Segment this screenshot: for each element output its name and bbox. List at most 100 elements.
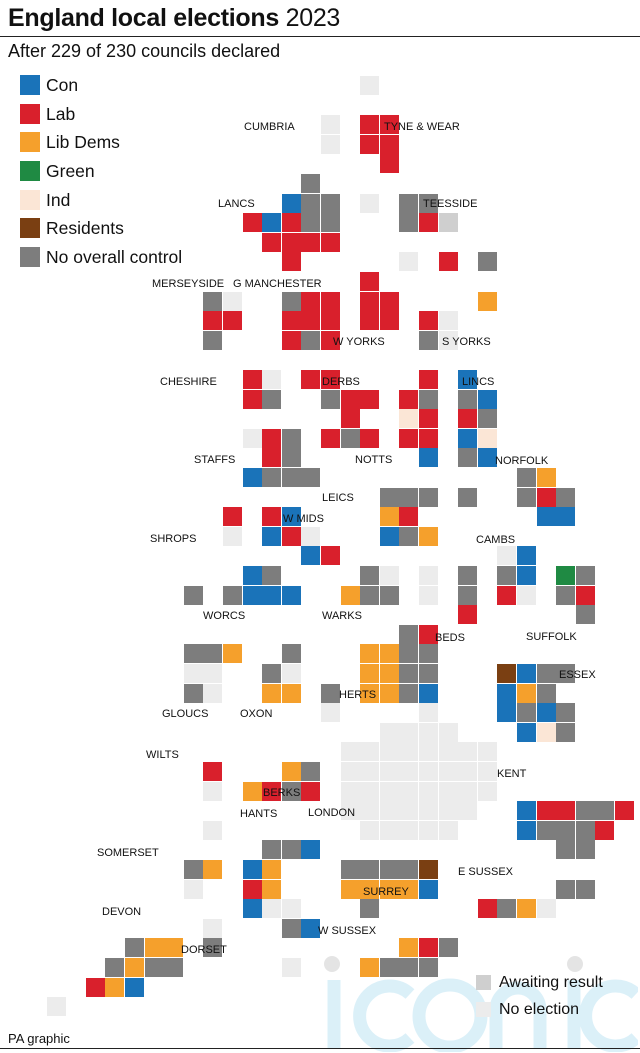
council-tile-none (223, 292, 242, 311)
council-tile-con (282, 586, 301, 605)
council-tile-ld (380, 684, 399, 703)
council-tile-lab (360, 135, 379, 154)
council-tile-lab (380, 115, 399, 134)
council-tile-none (282, 899, 301, 918)
council-tile-none (497, 546, 516, 565)
council-tile-noc (478, 252, 497, 271)
council-tile-ld (145, 938, 164, 957)
council-tile-noc (537, 664, 556, 683)
council-tile-lab (223, 311, 242, 330)
council-tile-ind (478, 429, 497, 448)
council-tile-lab (380, 292, 399, 311)
region-label-e-sussex: E SUSSEX (458, 866, 514, 878)
council-tile-lab (380, 154, 399, 173)
council-tile-none (419, 762, 438, 781)
council-tile-none (380, 723, 399, 742)
council-tile-none (341, 782, 360, 801)
legend-label-residents: Residents (46, 218, 124, 239)
council-tile-noc (497, 899, 516, 918)
council-tile-none (537, 899, 556, 918)
council-tile-noc (282, 468, 301, 487)
region-label-berks: BERKS (263, 787, 301, 799)
council-tile-con (517, 801, 536, 820)
council-tile-noc (556, 723, 575, 742)
council-tile-none (419, 821, 438, 840)
council-tile-noc (419, 664, 438, 683)
council-tile-ld (360, 644, 379, 663)
council-tile-res (497, 664, 516, 683)
council-tile-noc (282, 448, 301, 467)
council-tile-noc (556, 664, 575, 683)
council-tile-noc (125, 938, 144, 957)
council-tile-none (399, 742, 418, 761)
council-tile-noc (203, 292, 222, 311)
council-tile-none (517, 586, 536, 605)
council-tile-ld (105, 978, 124, 997)
council-tile-ld (380, 664, 399, 683)
council-tile-noc (341, 429, 360, 448)
council-tile-ld (262, 860, 281, 879)
council-tile-none (478, 762, 497, 781)
council-tile-noc (419, 194, 438, 213)
region-label-cumbria: CUMBRIA (244, 121, 295, 133)
council-tile-none (458, 742, 477, 761)
council-tile-noc (458, 488, 477, 507)
region-label-lancs: LANCS (218, 198, 255, 210)
region-label-devon: DEVON (102, 906, 142, 918)
council-tile-noc (576, 821, 595, 840)
council-tile-lab (419, 311, 438, 330)
council-tile-ld (360, 684, 379, 703)
council-tile-noc (458, 448, 477, 467)
council-tile-none (203, 821, 222, 840)
council-tile-con (301, 919, 320, 938)
council-tile-ld (223, 644, 242, 663)
council-tile-none (243, 429, 262, 448)
council-tile-none (360, 762, 379, 781)
council-tile-lab (282, 233, 301, 252)
council-tile-noc (301, 762, 320, 781)
council-tile-con (517, 546, 536, 565)
council-tile-none (262, 899, 281, 918)
council-tile-lab (419, 213, 438, 232)
council-tile-noc (380, 860, 399, 879)
council-tile-con (301, 840, 320, 859)
council-tile-noc (399, 958, 418, 977)
council-tile-noc (556, 488, 575, 507)
council-tile-lab (301, 782, 320, 801)
subtitle: After 229 of 230 councils declared (8, 41, 281, 61)
council-tile-noc (262, 566, 281, 585)
council-tile-lab (576, 586, 595, 605)
council-tile-none (203, 919, 222, 938)
council-tile-lab (458, 409, 477, 428)
council-tile-noc (576, 801, 595, 820)
council-tile-con (517, 723, 536, 742)
council-tile-noc (301, 213, 320, 232)
region-label-leics: LEICS (322, 492, 354, 504)
council-tile-noc (576, 605, 595, 624)
council-tile-lab (203, 762, 222, 781)
council-tile-noc (399, 488, 418, 507)
council-tile-lab (321, 370, 340, 389)
council-tile-noc (556, 703, 575, 722)
region-label-essex: ESSEX (559, 669, 596, 681)
council-tile-con (419, 880, 438, 899)
council-tile-noc (184, 644, 203, 663)
region-label-shrops: SHROPS (150, 533, 197, 545)
council-tile-none (399, 762, 418, 781)
council-tile-ld (341, 880, 360, 899)
council-tile-noc (458, 566, 477, 585)
legend-label-green: Green (46, 161, 95, 182)
council-tile-lab (321, 292, 340, 311)
council-tile-lab (556, 801, 575, 820)
council-tile-res (419, 860, 438, 879)
council-tile-ld (380, 644, 399, 663)
council-tile-lab (262, 429, 281, 448)
council-tile-none (360, 821, 379, 840)
council-tile-noc (399, 213, 418, 232)
council-tile-noc (537, 821, 556, 840)
council-tile-ld (203, 860, 222, 879)
council-tile-lab (360, 292, 379, 311)
council-tile-lab (203, 311, 222, 330)
region-label-gloucs: GLOUCS (162, 708, 209, 720)
council-tile-noc (419, 644, 438, 663)
